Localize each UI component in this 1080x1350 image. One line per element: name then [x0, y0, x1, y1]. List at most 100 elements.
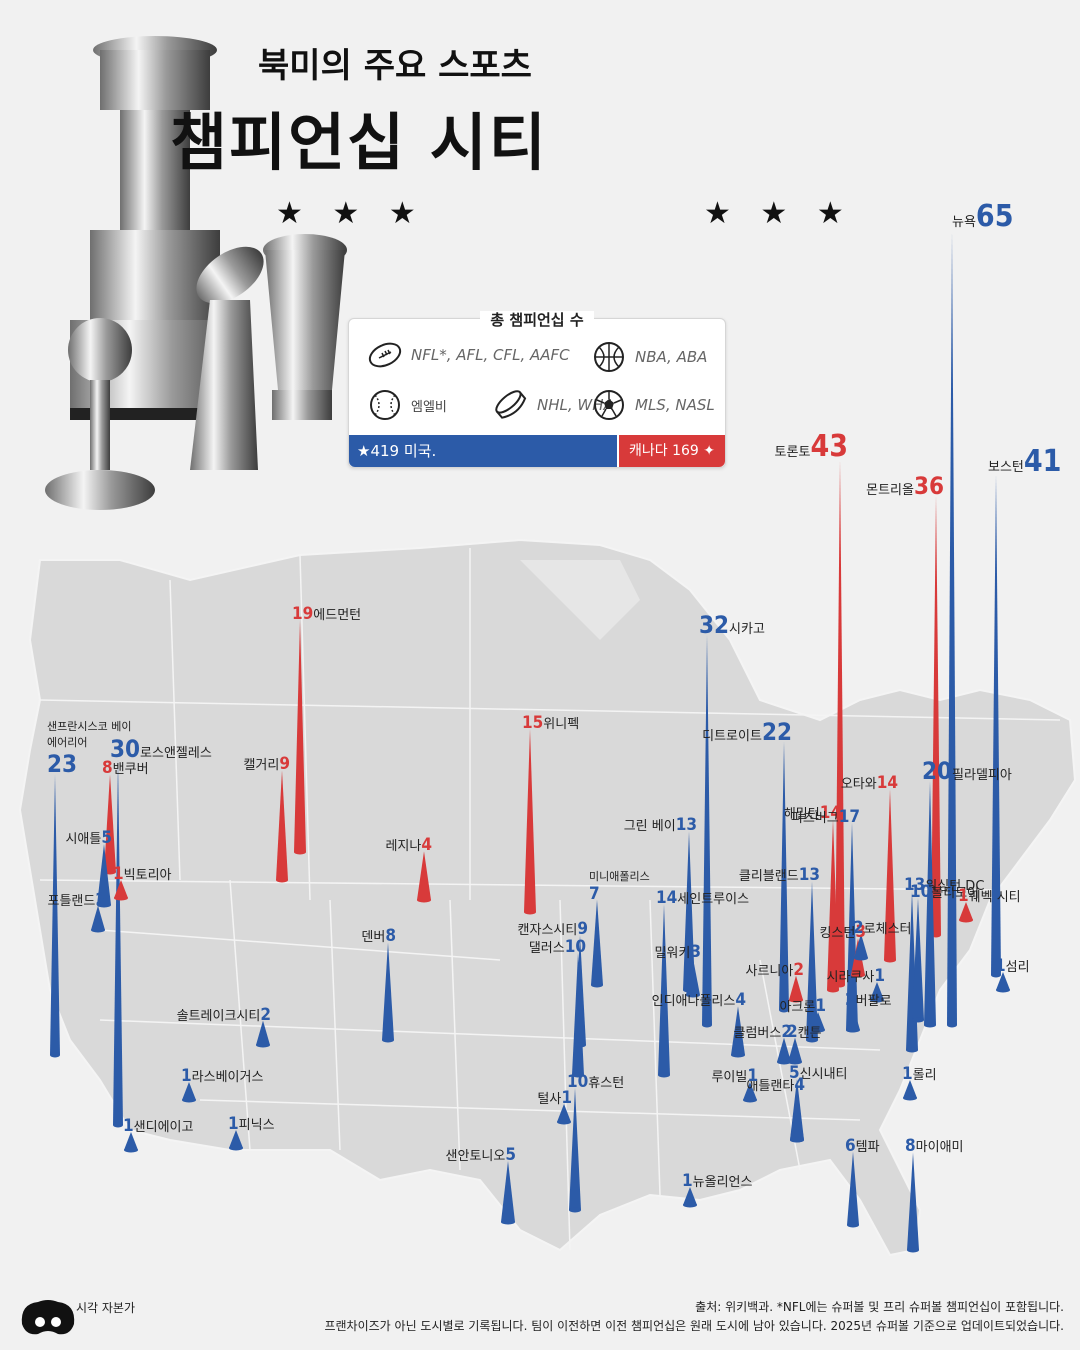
city-name: 캔자스시티	[517, 923, 578, 939]
footer-note: 프랜차이즈가 아닌 도시별로 기록됩니다. 팀이 이전하면 이전 챔피언십은 원…	[324, 1319, 1064, 1333]
city-name: 라스베이거스	[191, 1070, 264, 1085]
spike-base-워싱턴-DC	[906, 1047, 918, 1053]
city-label-포틀랜드: 포틀랜드2	[48, 890, 107, 910]
city-label-털사: 털사1	[537, 1088, 572, 1108]
spike-롤리	[903, 1080, 917, 1100]
legend-item-baseball: 엠엘비	[367, 389, 447, 421]
city-count: 43	[810, 429, 848, 465]
spike-라스베이거스	[182, 1082, 196, 1102]
spike-피닉스	[229, 1130, 243, 1150]
spike-base-시카고	[702, 1022, 712, 1028]
city-count: 1	[682, 1171, 693, 1191]
spike-빅토리아	[114, 880, 128, 900]
us-total-bar: ★419 미국.	[349, 435, 617, 467]
basketball-icon	[594, 342, 624, 372]
city-name: 뉴올리언스	[692, 1175, 753, 1190]
city-count: 22	[761, 717, 792, 746]
city-name: 에드먼턴	[313, 608, 362, 624]
title-line2: 챔피언십 시티	[170, 106, 548, 179]
city-count: 14	[876, 773, 898, 794]
city-name: 피츠버그	[790, 810, 839, 826]
spike-base-볼티모어	[912, 1017, 924, 1023]
spike-시라쿠사	[870, 982, 884, 1002]
city-label-사르니아: 사르니아2	[746, 960, 805, 980]
legend-label-soccer: MLS, NASL	[635, 396, 715, 414]
city-name: 밴쿠버	[112, 762, 149, 778]
city-label-덴버: 덴버8	[361, 926, 396, 946]
city-name: 퀘벡 시티	[968, 890, 1021, 905]
city-label-시애틀: 시애틀5	[65, 828, 112, 848]
city-count: 5	[789, 1063, 800, 1083]
city-label-샌프란시스코-베이-에어리어: 샌프란시스코 베이 에어리어 23	[47, 718, 137, 778]
city-count: 2	[793, 959, 804, 980]
city-label-로스앤젤레스: 30로스앤젤레스	[110, 735, 212, 763]
spike-base-아크론	[811, 1027, 825, 1033]
spike-해밀턴	[827, 819, 839, 992]
city-count: 1	[181, 1066, 192, 1086]
spike-시애틀	[97, 844, 111, 907]
city-label-해밀턴: 해밀턴14	[784, 803, 841, 823]
brand-name: 시각 자본가	[76, 1301, 136, 1315]
city-name: 토론토	[774, 445, 811, 461]
legend-item-football: NFL*, AFL, CFL, AAFC	[367, 341, 570, 369]
city-count: 2	[781, 1021, 792, 1042]
spike-base-애틀랜타	[790, 1137, 804, 1143]
spike-base-세인트루이스	[658, 1072, 670, 1078]
spike-base-에드먼턴	[294, 849, 306, 855]
city-count: 15	[522, 713, 544, 733]
city-label-몬트리올: 몬트리올36	[866, 472, 944, 500]
legend-label-football: NFL*, AFL, CFL, AAFC	[411, 346, 570, 364]
city-count: 1	[747, 1066, 758, 1086]
city-count: 1	[113, 864, 124, 884]
city-count: 30	[110, 735, 141, 763]
spike-base-라스베이거스	[182, 1097, 196, 1103]
city-label-워싱턴-DC: 13워싱턴 DC	[904, 875, 984, 895]
city-count: 1	[958, 886, 969, 906]
spike-base-퀘벡-시티	[959, 917, 973, 923]
city-name: 신시내티	[799, 1067, 848, 1082]
spike-템파	[847, 1151, 859, 1227]
spike-base-인디애나폴리스	[731, 1052, 745, 1058]
city-count: 2	[787, 1021, 798, 1042]
spike-볼티모어	[912, 898, 924, 1022]
city-label-위니펙: 15위니펙	[522, 713, 579, 733]
city-name: 레지나	[385, 839, 422, 855]
city-name: 덴버	[361, 930, 386, 946]
spike-base-보스턴	[991, 972, 1001, 978]
spike-뉴욕	[947, 232, 957, 1027]
legend: 총 챔피언십 수 NFL*, AFL, CFL, AAFC NBA, ABA 엠…	[348, 311, 726, 468]
city-count: 3	[690, 942, 701, 963]
city-count: 4	[794, 1075, 805, 1096]
city-count: 8	[102, 758, 113, 779]
spike-퀘벡-시티	[959, 902, 973, 922]
city-name: 클리블랜드	[738, 869, 799, 885]
city-name: 털사	[537, 1092, 562, 1107]
city-count: 2	[845, 989, 856, 1010]
city-count: 14	[819, 803, 841, 824]
spike-덴버	[382, 942, 394, 1042]
city-count: 23	[47, 750, 78, 779]
city-name: 휴스턴	[588, 1076, 625, 1091]
legend-item-soccer: MLS, NASL	[591, 389, 715, 421]
city-name: 그린 베이	[623, 819, 676, 835]
city-label-마이애미: 8마이애미	[905, 1136, 964, 1156]
spike-뉴올리언스	[683, 1187, 697, 1207]
spike-base-시애틀	[97, 902, 111, 908]
city-count: 4	[421, 835, 432, 856]
city-name: 루이빌	[711, 1070, 748, 1085]
spike-base-로체스터	[854, 955, 868, 961]
canada-total-label: 캐나다 169	[629, 443, 699, 459]
city-count: 3	[855, 922, 866, 943]
city-count: 36	[913, 471, 944, 500]
spike-디트로이트	[779, 741, 789, 1012]
spike-base-마이애미	[907, 1247, 919, 1253]
city-count: 1	[123, 1116, 134, 1136]
spike-미니애폴리스	[591, 899, 603, 987]
spike-에드먼턴	[294, 620, 306, 854]
spike-base-롤리	[903, 1095, 917, 1101]
city-count: 1	[561, 1088, 572, 1108]
city-label-루이빌: 루이빌1	[711, 1066, 758, 1086]
trophy-illustration	[45, 36, 347, 510]
city-name: 위니펙	[543, 717, 580, 732]
